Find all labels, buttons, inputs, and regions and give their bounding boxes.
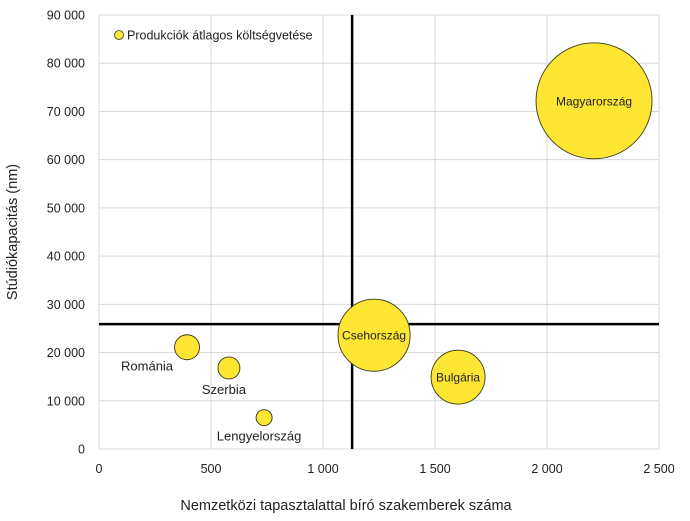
bubble-label: Szerbia xyxy=(202,382,247,397)
y-tick-label: 50 000 xyxy=(47,201,85,215)
bubble xyxy=(430,349,486,405)
bubble xyxy=(217,356,241,380)
y-tick-label: 30 000 xyxy=(47,298,85,312)
y-tick-label: 20 000 xyxy=(47,346,85,360)
y-tick-label: 40 000 xyxy=(47,250,85,264)
y-tick-label: 10 000 xyxy=(47,394,85,408)
legend-marker xyxy=(114,30,124,40)
bubble xyxy=(535,42,653,160)
x-tick-label: 1 500 xyxy=(419,462,450,476)
y-tick-label: 90 000 xyxy=(47,9,85,23)
x-axis-title: Nemzetközi tapasztalattal bíró szakember… xyxy=(180,498,512,514)
bubble-label: Bulgária xyxy=(436,371,480,385)
y-tick-label: 0 xyxy=(78,443,85,457)
bubble-label: Lengyelország xyxy=(217,429,302,444)
x-tick-label: 2 500 xyxy=(643,462,674,476)
bubble-label: Magyarország xyxy=(556,94,632,108)
y-tick-label: 60 000 xyxy=(47,153,85,167)
bubble-label: Románia xyxy=(121,359,174,374)
bubble xyxy=(174,334,200,361)
legend: Produkciók átlagos költségvetése xyxy=(114,29,313,43)
bubble xyxy=(337,298,411,372)
y-axis-title: Stúdiókapacitás (nm) xyxy=(5,164,21,300)
x-tick-label: 500 xyxy=(201,462,222,476)
y-tick-label: 70 000 xyxy=(47,105,85,119)
bubble-label: Csehország xyxy=(342,329,406,343)
tick-labels: 0 500 1 000 1 500 2 000 2 500 0 10 000 20 000 30 … xyxy=(47,9,675,477)
x-tick-label: 2 000 xyxy=(531,462,562,476)
x-tick-label: 0 xyxy=(96,462,103,476)
x-tick-label: 1 000 xyxy=(307,462,338,476)
legend-label: Produkciók átlagos költségvetése xyxy=(127,29,313,43)
bubble xyxy=(255,409,273,427)
y-tick-label: 80 000 xyxy=(47,57,85,71)
bubbles: Románia Szerbia Lengyelország Csehország Bul… xyxy=(121,42,653,444)
